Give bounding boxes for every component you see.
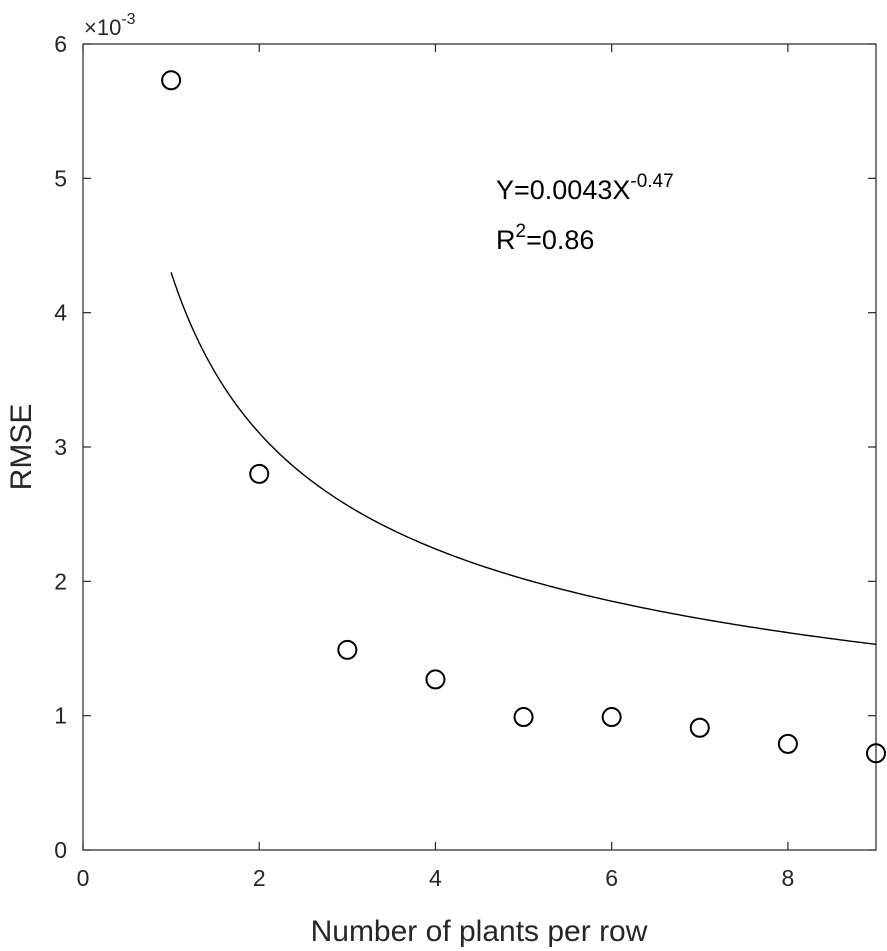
x-tick-label: 2 — [253, 865, 266, 891]
data-point — [601, 707, 622, 728]
y-tick-label: 0 — [54, 837, 67, 863]
fit-equation-exponent: -0.47 — [630, 171, 673, 192]
y-tick-label: 2 — [54, 568, 67, 594]
axes — [82, 43, 877, 851]
y-tick-label: 4 — [54, 300, 67, 326]
y-tick-label: 1 — [54, 703, 67, 729]
x-tick-label: 8 — [781, 865, 794, 891]
y-tick-label: 5 — [54, 165, 67, 191]
plot-box — [82, 43, 877, 851]
data-point — [866, 743, 886, 764]
data-points — [161, 70, 886, 764]
fit-curve — [170, 272, 877, 646]
data-point — [777, 733, 798, 754]
data-point — [689, 717, 710, 738]
fit-curve-group — [170, 272, 877, 646]
data-point — [513, 707, 534, 728]
r-squared-power: 2 — [516, 221, 527, 242]
r-squared: R2=0.86 — [496, 221, 594, 255]
y-axis-title: RMSE — [5, 404, 38, 491]
y-tick-label: 6 — [54, 31, 67, 57]
ticks: 0 2 4 6 8 0 1 2 3 4 5 6 — [54, 31, 876, 891]
data-point — [425, 669, 446, 690]
r-squared-value: =0.86 — [526, 225, 594, 255]
y-tick-label: 3 — [54, 434, 67, 460]
y-exponent-power: -3 — [121, 11, 135, 28]
data-point — [337, 639, 358, 660]
y-exponent-label: ×10-3 — [84, 11, 136, 40]
fit-equation-main: Y=0.0043X — [496, 175, 630, 205]
x-tick-label: 6 — [605, 865, 618, 891]
data-point — [161, 70, 182, 91]
data-point — [249, 463, 270, 484]
x-axis-title: Number of plants per row — [311, 915, 648, 948]
fit-equation: Y=0.0043X-0.47 — [496, 171, 674, 205]
y-exponent-prefix: ×10 — [84, 15, 121, 40]
x-tick-label: 0 — [77, 865, 90, 891]
r-squared-main: R — [496, 225, 516, 255]
x-tick-label: 4 — [429, 865, 442, 891]
